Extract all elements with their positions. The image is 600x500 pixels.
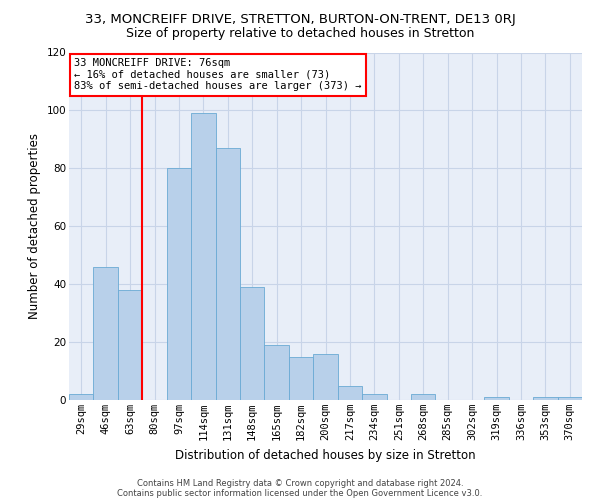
Bar [557,397,582,400]
Bar [362,394,386,400]
Bar [411,394,436,400]
Bar [289,356,313,400]
Bar [167,168,191,400]
Bar [240,287,265,400]
Bar [69,394,94,400]
Text: Size of property relative to detached houses in Stretton: Size of property relative to detached ho… [126,28,474,40]
Bar [313,354,338,400]
Bar [484,397,509,400]
X-axis label: Distribution of detached houses by size in Stretton: Distribution of detached houses by size … [175,448,476,462]
Text: Contains public sector information licensed under the Open Government Licence v3: Contains public sector information licen… [118,488,482,498]
Text: 33 MONCREIFF DRIVE: 76sqm
← 16% of detached houses are smaller (73)
83% of semi-: 33 MONCREIFF DRIVE: 76sqm ← 16% of detac… [74,58,361,92]
Bar [118,290,142,400]
Bar [215,148,240,400]
Text: Contains HM Land Registry data © Crown copyright and database right 2024.: Contains HM Land Registry data © Crown c… [137,478,463,488]
Bar [338,386,362,400]
Bar [265,345,289,400]
Text: 33, MONCREIFF DRIVE, STRETTON, BURTON-ON-TRENT, DE13 0RJ: 33, MONCREIFF DRIVE, STRETTON, BURTON-ON… [85,12,515,26]
Y-axis label: Number of detached properties: Number of detached properties [28,133,41,320]
Bar [191,114,215,400]
Bar [533,397,557,400]
Bar [94,267,118,400]
